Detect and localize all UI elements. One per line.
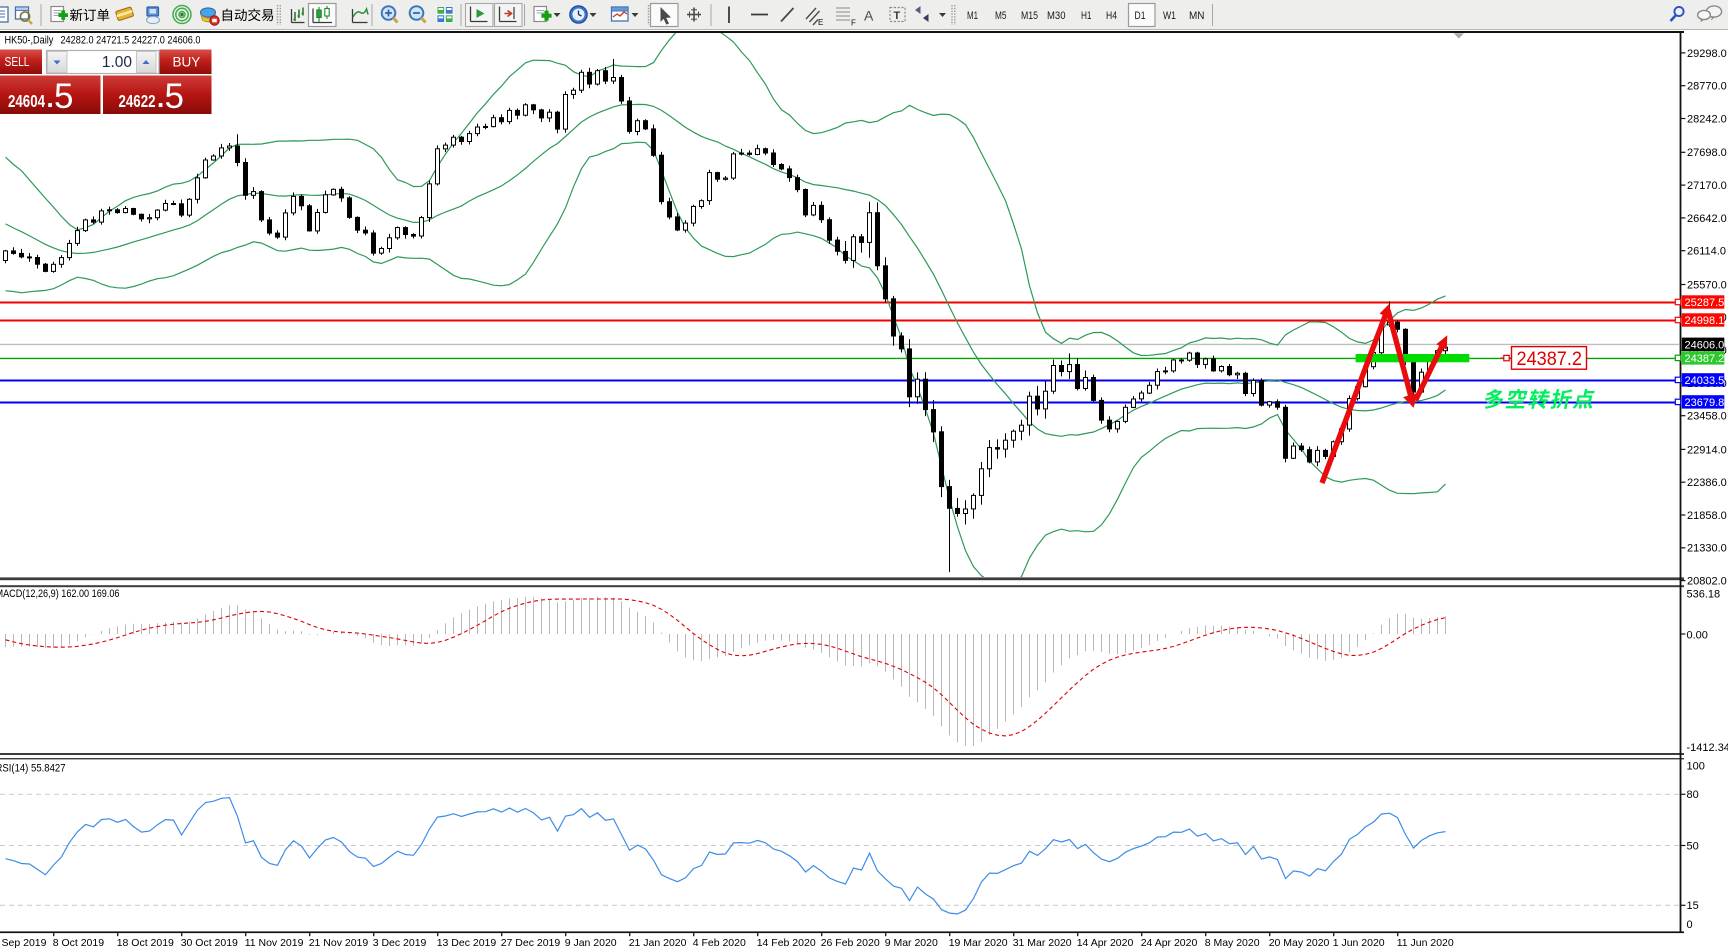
svg-text:27698.0: 27698.0 [1687,147,1727,159]
svg-text:Sep 2019: Sep 2019 [2,937,47,949]
svg-text:23679.8: 23679.8 [1685,397,1725,409]
svg-text:26 Feb 2020: 26 Feb 2020 [821,937,880,949]
svg-text:30 Oct 2019: 30 Oct 2019 [181,937,238,949]
svg-text:18 Oct 2019: 18 Oct 2019 [117,937,174,949]
svg-text:50: 50 [1687,840,1699,852]
svg-text:8 May 2020: 8 May 2020 [1205,937,1260,949]
svg-text:1 Jun 2020: 1 Jun 2020 [1333,937,1385,949]
svg-text:.: . [157,83,164,113]
svg-text:4 Feb 2020: 4 Feb 2020 [693,937,746,949]
svg-text:RSI(14) 55.8427: RSI(14) 55.8427 [0,763,66,775]
svg-text:9 Mar 2020: 9 Mar 2020 [885,937,938,949]
svg-text:D1: D1 [1135,10,1146,22]
svg-text:HK50-,Daily 24282.0 24721.5 2: HK50-,Daily 24282.0 24721.5 24227.0 2460… [5,35,201,47]
svg-text:31 Mar 2020: 31 Mar 2020 [1013,937,1072,949]
svg-text:20802.0: 20802.0 [1687,576,1727,588]
svg-text:28770.0: 28770.0 [1687,81,1727,93]
svg-text:H4: H4 [1106,10,1117,22]
svg-text:25570.0: 25570.0 [1687,279,1727,291]
svg-text:11 Jun 2020: 11 Jun 2020 [1397,937,1454,949]
svg-text:100: 100 [1687,761,1705,773]
svg-text:3 Dec 2019: 3 Dec 2019 [373,937,427,949]
svg-text:20 May 2020: 20 May 2020 [1269,937,1330,949]
svg-text:29298.0: 29298.0 [1687,48,1727,60]
svg-text:E: E [818,18,823,27]
svg-text:5: 5 [165,77,184,116]
svg-text:H1: H1 [1081,10,1092,22]
svg-text:24606.0: 24606.0 [1685,339,1725,351]
svg-text:23458.0: 23458.0 [1687,411,1727,423]
svg-text:A: A [864,8,874,24]
svg-text:27 Dec 2019: 27 Dec 2019 [501,937,561,949]
svg-text:M1: M1 [967,10,978,22]
svg-text:21858.0: 21858.0 [1687,510,1727,522]
svg-text:MACD(12,26,9) 162.00 169.06: MACD(12,26,9) 162.00 169.06 [0,588,120,600]
svg-text:1.00: 1.00 [102,54,133,71]
svg-text:M15: M15 [1021,10,1038,22]
svg-text:11 Nov 2019: 11 Nov 2019 [245,937,304,949]
svg-text:15: 15 [1687,900,1699,912]
svg-text:SELL: SELL [5,54,30,69]
svg-text:-1412.34: -1412.34 [1687,742,1728,754]
svg-text:19 Mar 2020: 19 Mar 2020 [949,937,1008,949]
svg-text:M30: M30 [1047,10,1066,22]
svg-text:24 Apr 2020: 24 Apr 2020 [1141,937,1198,949]
svg-text:21 Nov 2019: 21 Nov 2019 [309,937,369,949]
svg-text:5: 5 [54,77,73,116]
svg-text:21330.0: 21330.0 [1687,543,1727,555]
svg-text:T: T [894,10,901,22]
svg-text:26114.0: 26114.0 [1687,246,1726,258]
svg-text:80: 80 [1687,789,1699,801]
svg-text:21 Jan 2020: 21 Jan 2020 [629,937,687,949]
svg-text:13 Dec 2019: 13 Dec 2019 [437,937,497,949]
svg-text:24033.5: 24033.5 [1685,375,1725,387]
svg-text:28242.0: 28242.0 [1687,113,1727,125]
svg-text:9 Jan 2020: 9 Jan 2020 [565,937,617,949]
svg-text:24387.2: 24387.2 [1517,348,1583,370]
svg-text:24604: 24604 [8,91,45,111]
svg-text:.: . [47,83,54,113]
svg-text:0.00: 0.00 [1687,630,1708,642]
svg-text:M5: M5 [995,10,1007,22]
svg-text:26642.0: 26642.0 [1687,213,1727,225]
svg-text:14 Feb 2020: 14 Feb 2020 [757,937,816,949]
svg-text:W1: W1 [1163,10,1176,22]
svg-text:14 Apr 2020: 14 Apr 2020 [1077,937,1134,949]
svg-text:MN: MN [1189,10,1205,22]
svg-text:25287.5: 25287.5 [1685,297,1725,309]
svg-text:22386.0: 22386.0 [1687,477,1727,489]
svg-text:536.18: 536.18 [1687,589,1721,601]
svg-text:27170.0: 27170.0 [1687,180,1727,192]
svg-text:24387.2: 24387.2 [1685,353,1725,365]
svg-text:22914.0: 22914.0 [1687,444,1727,456]
svg-text:0: 0 [1687,919,1693,931]
svg-text:8 Oct 2019: 8 Oct 2019 [53,937,105,949]
svg-text:F: F [851,19,856,28]
svg-text:24998.1: 24998.1 [1685,315,1725,327]
svg-text:BUY: BUY [173,55,201,70]
svg-text:24622: 24622 [119,91,156,111]
